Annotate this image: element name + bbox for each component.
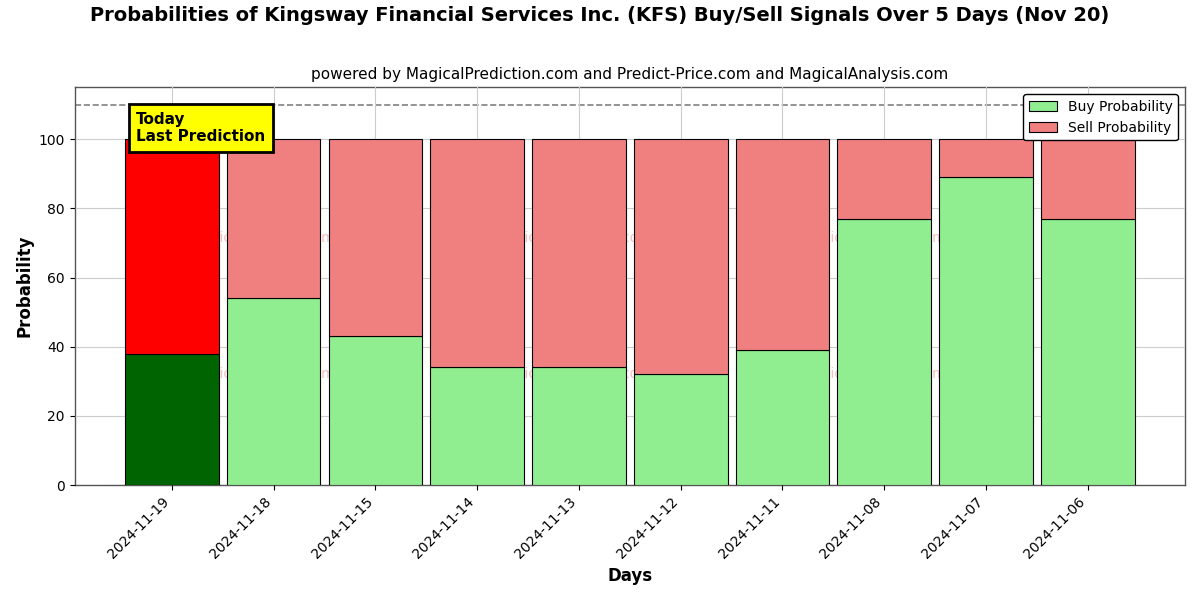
Bar	[634, 374, 727, 485]
Legend: Buy Probability, Sell Probability: Buy Probability, Sell Probability	[1024, 94, 1178, 140]
Bar	[329, 139, 422, 337]
Bar	[431, 367, 524, 485]
Text: Probabilities of Kingsway Financial Services Inc. (KFS) Buy/Sell Signals Over 5 : Probabilities of Kingsway Financial Serv…	[90, 6, 1110, 25]
Text: MagicalAnalysis.com: MagicalAnalysis.com	[802, 232, 947, 245]
Bar	[838, 219, 931, 485]
Bar	[125, 139, 218, 353]
Bar	[532, 367, 625, 485]
Text: MagicalAnalysis.com: MagicalAnalysis.com	[802, 367, 947, 381]
Bar	[838, 139, 931, 219]
Bar	[736, 350, 829, 485]
Bar	[227, 298, 320, 485]
Bar	[329, 337, 422, 485]
Title: powered by MagicalPrediction.com and Predict-Price.com and MagicalAnalysis.com: powered by MagicalPrediction.com and Pre…	[311, 67, 948, 82]
Text: MagicalPrediction.com: MagicalPrediction.com	[496, 232, 653, 245]
Bar	[736, 139, 829, 350]
Bar	[1040, 139, 1134, 219]
Text: MagicalAnalysis.com: MagicalAnalysis.com	[191, 367, 336, 381]
Bar	[634, 139, 727, 374]
Bar	[431, 139, 524, 367]
Bar	[227, 139, 320, 298]
Text: MagicalPrediction.com: MagicalPrediction.com	[496, 367, 653, 381]
X-axis label: Days: Days	[607, 567, 653, 585]
Bar	[940, 177, 1033, 485]
Text: Today
Last Prediction: Today Last Prediction	[137, 112, 265, 144]
Y-axis label: Probability: Probability	[16, 235, 34, 337]
Text: MagicalAnalysis.com: MagicalAnalysis.com	[191, 232, 336, 245]
Bar	[125, 353, 218, 485]
Bar	[532, 139, 625, 367]
Bar	[940, 139, 1033, 177]
Bar	[1040, 219, 1134, 485]
